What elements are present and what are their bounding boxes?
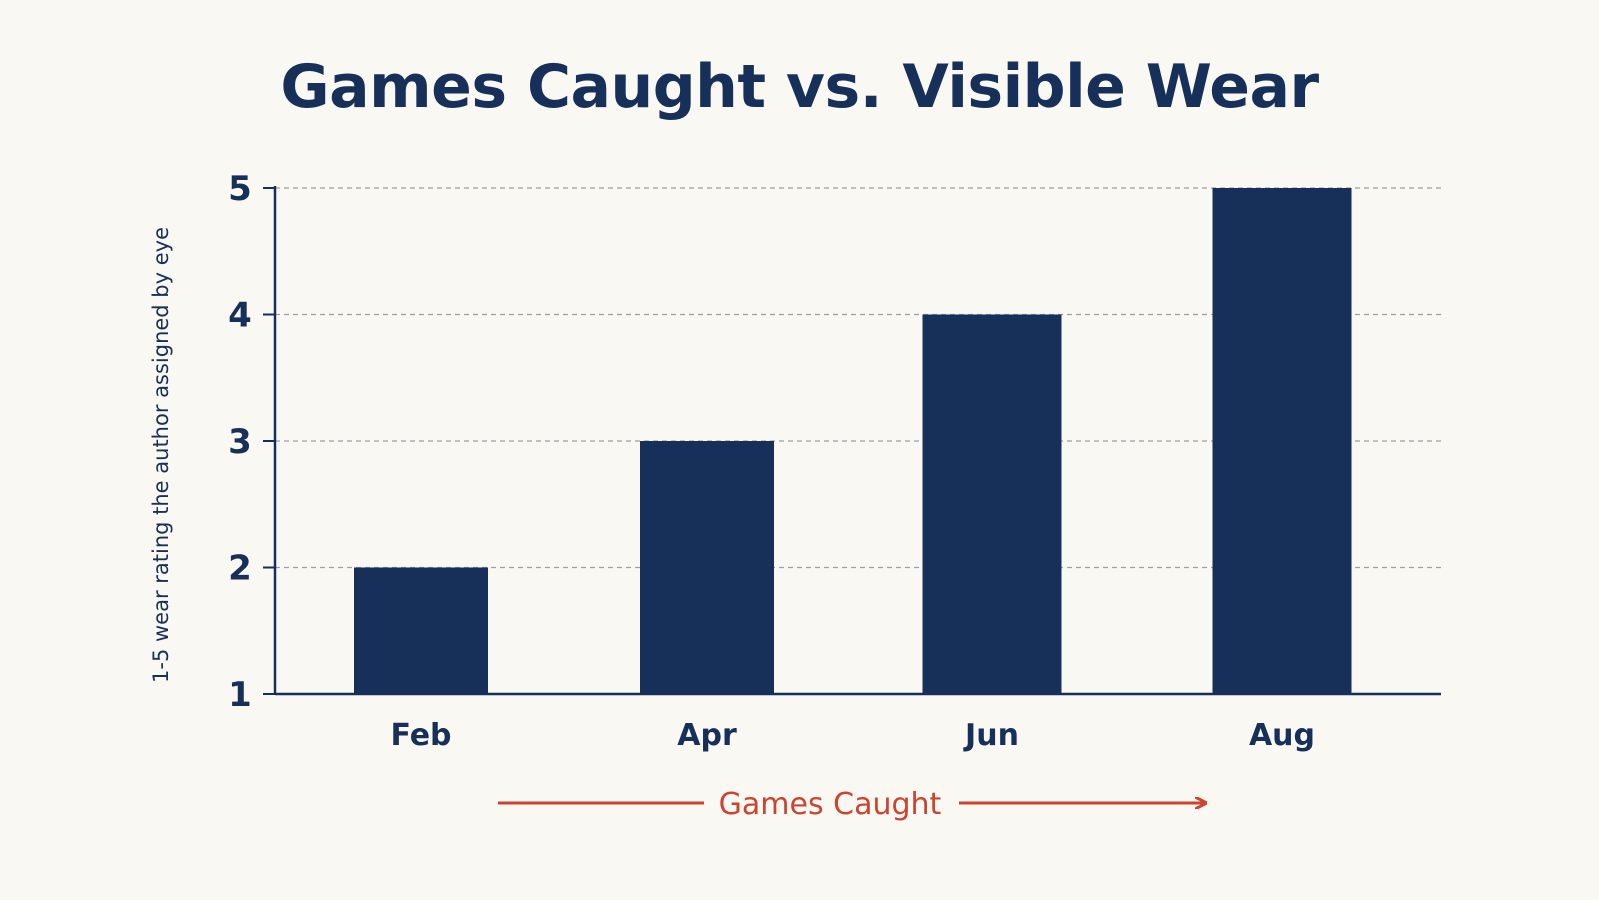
y-axis-label: 1-5 wear rating the author assigned by e… — [149, 227, 173, 683]
x-tick-labels: Feb Apr Jun Aug — [390, 718, 1315, 753]
bar-aug — [1212, 188, 1352, 694]
y-tick-label-2: 2 — [228, 549, 252, 589]
bar-jun — [922, 314, 1062, 694]
x-tick-label-feb: Feb — [390, 718, 451, 753]
y-tick-label-3: 3 — [228, 422, 252, 462]
y-tick-labels: 1 2 3 4 5 — [228, 169, 275, 715]
bar-apr — [640, 441, 774, 694]
y-tick-label-4: 4 — [228, 296, 252, 336]
x-axis-label: Games Caught — [719, 787, 942, 822]
x-axis-label-group: Games Caught — [498, 787, 1205, 822]
y-tick-label-5: 5 — [228, 169, 252, 209]
y-tick-label-1: 1 — [228, 675, 252, 715]
bar-feb — [354, 567, 488, 694]
x-tick-label-aug: Aug — [1249, 718, 1315, 753]
chart-title: Games Caught vs. Visible Wear — [280, 52, 1319, 122]
x-tick-label-jun: Jun — [963, 718, 1019, 753]
bars — [354, 188, 1352, 694]
x-tick-label-apr: Apr — [677, 718, 737, 753]
